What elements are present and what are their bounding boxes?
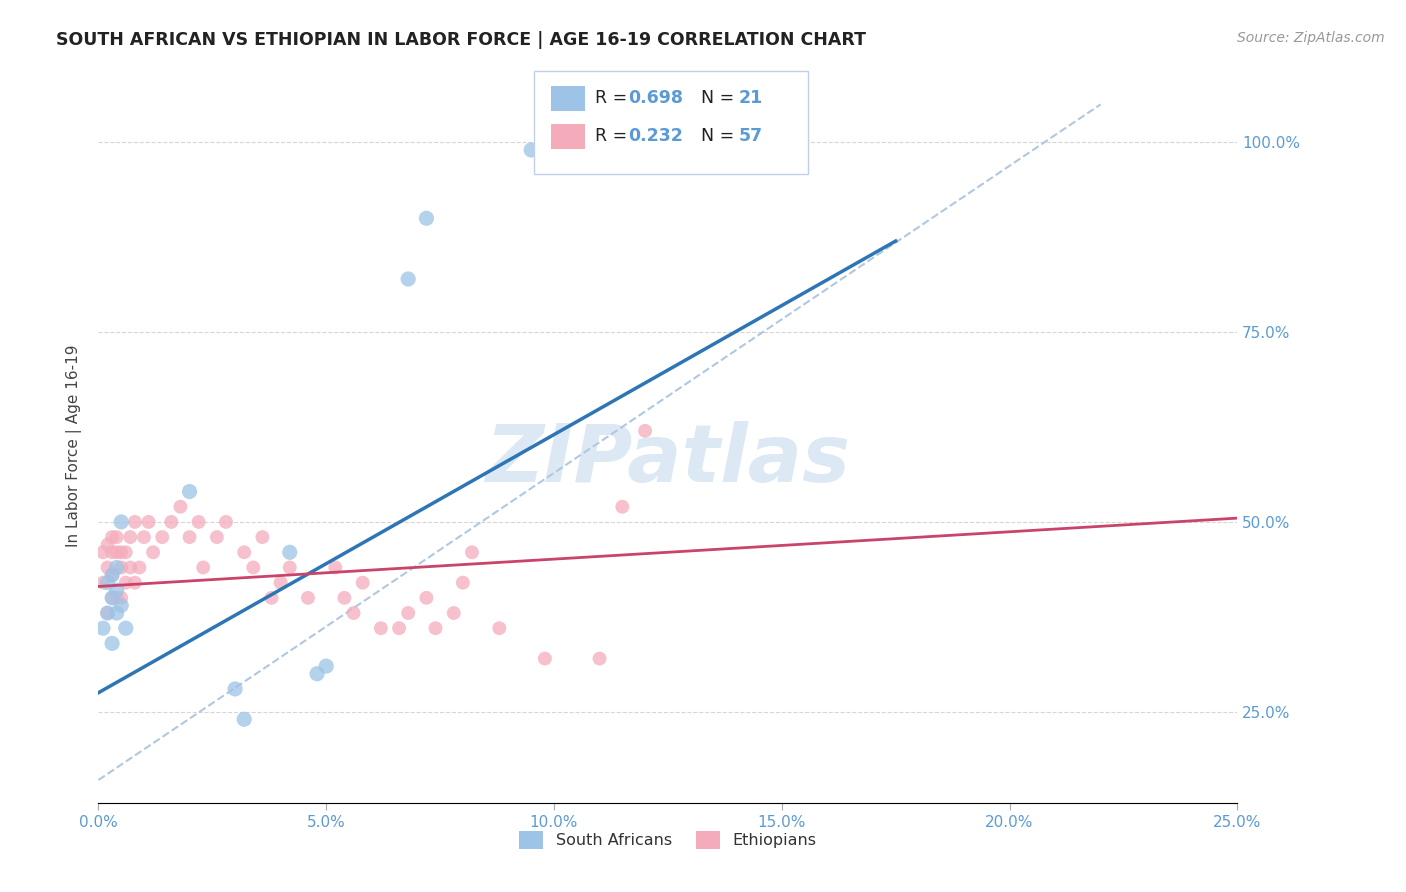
Point bbox=[233, 712, 256, 726]
Point bbox=[132, 530, 155, 544]
Point bbox=[520, 143, 543, 157]
Point bbox=[352, 575, 374, 590]
Point bbox=[101, 530, 124, 544]
Point bbox=[105, 530, 128, 544]
Point bbox=[124, 575, 146, 590]
Point bbox=[114, 545, 136, 559]
Point bbox=[396, 272, 419, 286]
Point bbox=[187, 515, 209, 529]
Point bbox=[101, 591, 124, 605]
Point bbox=[142, 545, 165, 559]
Point bbox=[193, 560, 215, 574]
Point bbox=[278, 560, 301, 574]
Point bbox=[96, 560, 118, 574]
Y-axis label: In Labor Force | Age 16-19: In Labor Force | Age 16-19 bbox=[66, 344, 83, 548]
Point bbox=[278, 545, 301, 559]
Point bbox=[114, 621, 136, 635]
Point bbox=[233, 545, 256, 559]
Text: 0.232: 0.232 bbox=[628, 128, 683, 145]
Point bbox=[150, 530, 173, 544]
Text: 0.698: 0.698 bbox=[628, 89, 683, 107]
Point bbox=[101, 545, 124, 559]
Point bbox=[342, 606, 364, 620]
Point bbox=[612, 500, 634, 514]
Point bbox=[461, 545, 484, 559]
Text: R =: R = bbox=[595, 89, 633, 107]
Point bbox=[488, 621, 510, 635]
Point bbox=[105, 545, 128, 559]
Point bbox=[110, 515, 132, 529]
Point bbox=[634, 424, 657, 438]
Legend: South Africans, Ethiopians: South Africans, Ethiopians bbox=[513, 824, 823, 855]
Point bbox=[260, 591, 283, 605]
Point bbox=[96, 606, 118, 620]
Point bbox=[101, 591, 124, 605]
Point bbox=[169, 500, 191, 514]
Point bbox=[315, 659, 337, 673]
Point bbox=[105, 560, 128, 574]
Point bbox=[451, 575, 474, 590]
Point bbox=[443, 606, 465, 620]
Point bbox=[534, 651, 557, 665]
Point bbox=[120, 560, 142, 574]
Point bbox=[91, 575, 114, 590]
Point bbox=[96, 606, 118, 620]
Point bbox=[101, 568, 124, 582]
Point bbox=[96, 575, 118, 590]
Point bbox=[270, 575, 292, 590]
Point bbox=[215, 515, 238, 529]
Point bbox=[297, 591, 319, 605]
Point bbox=[124, 515, 146, 529]
Point bbox=[105, 583, 128, 598]
Point bbox=[114, 575, 136, 590]
Point bbox=[588, 651, 610, 665]
Text: N =: N = bbox=[690, 128, 740, 145]
Text: 21: 21 bbox=[738, 89, 762, 107]
Point bbox=[179, 530, 201, 544]
Point bbox=[138, 515, 160, 529]
Point bbox=[105, 591, 128, 605]
Point bbox=[105, 606, 128, 620]
Point bbox=[101, 568, 124, 582]
Point bbox=[128, 560, 150, 574]
Point bbox=[96, 538, 118, 552]
Point bbox=[388, 621, 411, 635]
Text: SOUTH AFRICAN VS ETHIOPIAN IN LABOR FORCE | AGE 16-19 CORRELATION CHART: SOUTH AFRICAN VS ETHIOPIAN IN LABOR FORC… bbox=[56, 31, 866, 49]
Point bbox=[160, 515, 183, 529]
Point bbox=[91, 621, 114, 635]
Point bbox=[425, 621, 447, 635]
Point bbox=[224, 681, 246, 696]
Point bbox=[205, 530, 228, 544]
Point bbox=[396, 606, 419, 620]
Point bbox=[415, 591, 437, 605]
Point bbox=[323, 560, 346, 574]
Text: R =: R = bbox=[595, 128, 633, 145]
Point bbox=[110, 545, 132, 559]
Text: N =: N = bbox=[690, 89, 740, 107]
Point bbox=[370, 621, 392, 635]
Point bbox=[101, 636, 124, 650]
Text: ZIPatlas: ZIPatlas bbox=[485, 421, 851, 500]
Point bbox=[415, 211, 437, 226]
Point bbox=[179, 484, 201, 499]
Point bbox=[252, 530, 274, 544]
Text: Source: ZipAtlas.com: Source: ZipAtlas.com bbox=[1237, 31, 1385, 45]
Point bbox=[242, 560, 264, 574]
Point bbox=[110, 599, 132, 613]
Point bbox=[333, 591, 356, 605]
Point bbox=[110, 591, 132, 605]
Text: 57: 57 bbox=[738, 128, 762, 145]
Point bbox=[307, 666, 329, 681]
Point bbox=[91, 545, 114, 559]
Point bbox=[120, 530, 142, 544]
Point bbox=[110, 560, 132, 574]
